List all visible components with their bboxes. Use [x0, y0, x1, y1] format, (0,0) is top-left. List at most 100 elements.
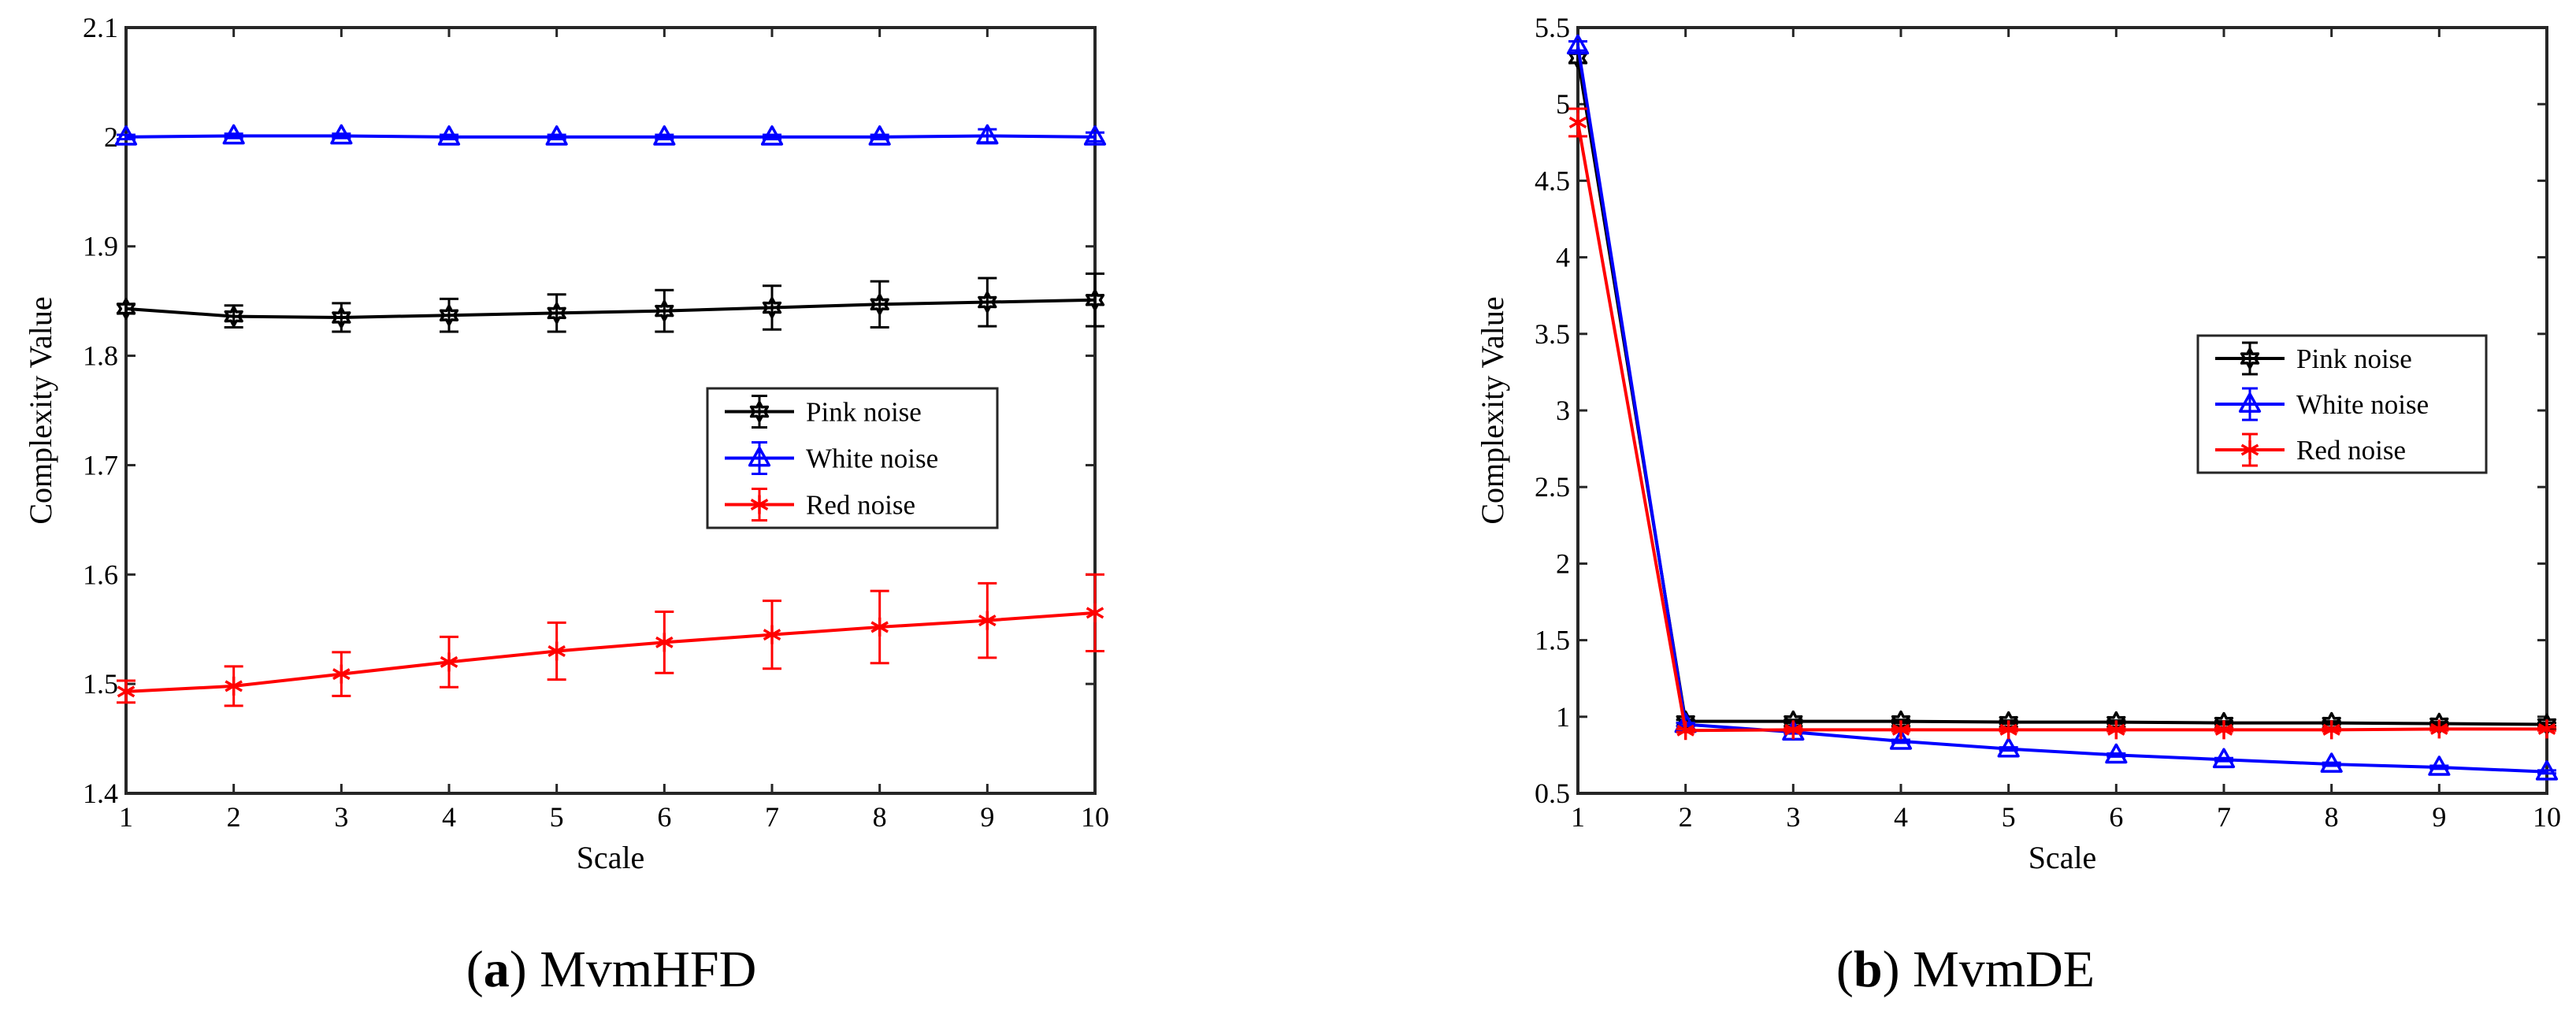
panel-b-point-white-noise	[2212, 748, 2236, 769]
panel-a-xtick-label: 5	[550, 801, 564, 833]
panel-a-point-red-noise	[870, 617, 889, 637]
panel-b-point-white-noise	[1997, 737, 2020, 758]
panel-a-errorbar-pink-noise	[763, 284, 781, 331]
panel-b-point-white-noise	[2320, 752, 2343, 773]
panel-a-xlabel: Scale	[577, 840, 645, 875]
panel-a-ylabel: Complexity Value	[23, 296, 58, 524]
panel-a-legend-label-red-noise: Red noise	[806, 490, 915, 521]
panel-a-axes-box	[124, 26, 1097, 795]
panel-a-point-red-noise	[655, 633, 674, 652]
panel-b-point-white-noise	[1566, 34, 1590, 55]
panel-b-xtick-label: 7	[2217, 801, 2231, 833]
panel-a-xtick-label: 9	[980, 801, 994, 833]
panel-a-xtick-label: 8	[873, 801, 887, 833]
panel-a-errorbar-pink-noise	[978, 277, 997, 328]
panel-b-point-white-noise	[2428, 756, 2451, 776]
panel-b-ylabel: Complexity Value	[1475, 296, 1510, 524]
panel-a-errorbar-pink-noise	[547, 293, 566, 333]
panel-b-line-red-noise	[1576, 122, 2547, 733]
caption-a-letter: a	[484, 941, 510, 998]
panel-a-point-red-noise	[440, 652, 458, 672]
panel-a-ytick-label: 1.7	[83, 449, 118, 481]
panel-b-ytick-label: 0.5	[1535, 778, 1570, 809]
panel-a-errorbar-white-noise	[1086, 131, 1104, 143]
panel-a-errorbar-pink-noise	[870, 280, 889, 329]
panel-b-xtick-label: 2	[1679, 801, 1693, 833]
panel-b-line-white-noise	[1576, 46, 2548, 774]
panel-a-point-pink-noise	[870, 293, 889, 316]
panel-b-xlabel: Scale	[2029, 840, 2097, 875]
panel-a-errorbar-pink-noise	[1086, 272, 1104, 328]
caption-a-text: MvmHFD	[527, 941, 757, 998]
panel-b-point-white-noise	[1889, 730, 1913, 750]
panel-b-point-red-noise	[1784, 720, 1802, 740]
panel-b-point-red-noise	[1999, 720, 2017, 740]
panel-a-xtick-label: 6	[657, 801, 671, 833]
panel-b-xtick-label: 6	[2109, 801, 2123, 833]
panel-a-point-pink-noise	[1085, 289, 1105, 311]
panel-a-point-pink-noise	[332, 306, 351, 329]
panel-a-ytick-label: 2	[104, 121, 118, 153]
panel-a-legend-marker-red-noise	[750, 495, 769, 514]
panel-a-point-pink-noise	[655, 299, 674, 322]
panel-b-xtick-label: 4	[1894, 801, 1908, 833]
caption-b-text: MvmDE	[1900, 941, 2095, 998]
panel-a: 1 2 3 4 5 6 7 8 9 10 1.4 1.5 1.6 1.7 1.8 1.9 2 2.1 Scale Co…	[23, 12, 1109, 875]
panel-b-legend-label-pink-noise: Pink noise	[2296, 343, 2412, 374]
panel-b-ytick-label: 3	[1556, 395, 1570, 426]
panel-b-point-red-noise	[2107, 720, 2125, 740]
panel-b: 1 2 3 4 5 6 7 8 9 100.511.522.533.544.555.5ScaleC…	[1475, 12, 2561, 875]
panel-a-point-white-noise	[760, 125, 784, 146]
panel-a-xtick-label: 3	[334, 801, 348, 833]
panel-a-point-red-noise	[1086, 603, 1104, 622]
caption-b-open: (	[1836, 941, 1854, 998]
panel-a-legend-label-pink-noise: Pink noise	[806, 397, 922, 428]
panel-b-legend-marker-pink-noise	[2240, 347, 2260, 369]
panel-b-ytick-label: 2.5	[1535, 471, 1570, 503]
panel-a-errorbar-pink-noise	[655, 288, 674, 333]
panel-b-ytick-label: 4	[1556, 242, 1570, 273]
panel-a-legend: Pink noise White noise Red noise	[706, 387, 999, 529]
panel-b-ytick-label: 5	[1556, 88, 1570, 120]
panel-a-legend-marker-white-noise	[748, 446, 771, 467]
panel-a-series-pink-noise	[116, 272, 1105, 333]
panel-b-ytick-label: 1.5	[1535, 625, 1570, 656]
panel-a-xtick-label: 4	[442, 801, 456, 833]
panel-a-xtick-label: 10	[1081, 801, 1109, 833]
panel-a-point-red-noise	[978, 611, 997, 630]
panel-a-point-white-noise	[653, 125, 676, 146]
caption-b-close: )	[1883, 941, 1900, 998]
panel-b-series-white-noise	[1566, 34, 2559, 781]
panel-b-point-red-noise	[1568, 113, 1587, 132]
caption-a-open: (	[466, 941, 484, 998]
panel-a-legend-marker-pink-noise	[749, 400, 770, 423]
panel-b-xtick-label: 9	[2432, 801, 2446, 833]
panel-b-xtick-label: 5	[2002, 801, 2016, 833]
panel-b-legend-label-red-noise: Red noise	[2296, 435, 2406, 466]
panel-a-point-white-noise	[976, 124, 999, 145]
panel-b-series-red-noise	[1568, 107, 2556, 741]
panel-a-xtick-label: 1	[119, 801, 133, 833]
panel-b-legend-marker-white-noise	[2238, 392, 2262, 413]
panel-a-xtick-label: 2	[227, 801, 241, 833]
panel-b-errorbar-white-noise	[1568, 39, 1587, 52]
panel-a-point-red-noise	[225, 676, 243, 696]
panel-a-point-white-noise	[437, 125, 461, 146]
panel-a-ytick-label: 1.9	[83, 231, 118, 262]
panel-a-line-red-noise	[125, 611, 1096, 693]
panel-b-xtick-label: 8	[2325, 801, 2339, 833]
panel-a-errorbar-pink-noise	[440, 297, 458, 333]
panel-b-line-pink-noise	[1576, 58, 2548, 726]
panel-b-point-red-noise	[2537, 719, 2556, 739]
panel-b-ytick-label: 4.5	[1535, 165, 1570, 196]
panel-a-point-white-noise	[330, 124, 353, 145]
caption-b: (b) MvmDE	[1836, 941, 2095, 998]
panel-a-point-pink-noise	[224, 305, 243, 328]
panel-a-point-pink-noise	[439, 304, 459, 326]
panel-a-ytick-label: 1.4	[83, 778, 118, 809]
panel-a-point-red-noise	[547, 641, 566, 661]
panel-a-line-pink-noise	[125, 298, 1096, 319]
panel-b-point-white-noise	[2535, 760, 2559, 781]
